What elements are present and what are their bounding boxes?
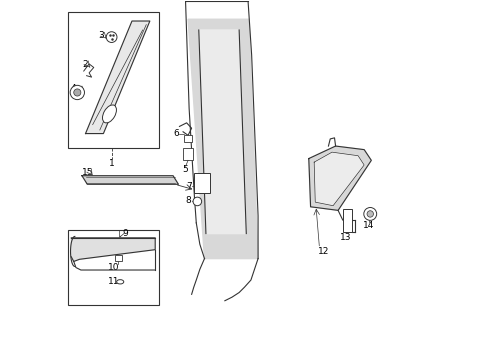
Bar bbox=[67, 230, 159, 305]
Polygon shape bbox=[71, 238, 155, 261]
Bar bbox=[115, 255, 122, 261]
Text: 7: 7 bbox=[186, 182, 192, 191]
Circle shape bbox=[74, 89, 81, 96]
Bar bbox=[193, 173, 209, 193]
Polygon shape bbox=[82, 176, 178, 184]
Bar bbox=[183, 148, 193, 160]
Text: 10: 10 bbox=[108, 263, 120, 272]
Ellipse shape bbox=[116, 280, 123, 284]
Text: 12: 12 bbox=[318, 247, 329, 256]
Text: 14: 14 bbox=[363, 221, 374, 230]
Polygon shape bbox=[85, 21, 149, 134]
Circle shape bbox=[106, 32, 117, 42]
Polygon shape bbox=[313, 152, 364, 206]
Bar bbox=[342, 208, 351, 232]
Text: 11: 11 bbox=[108, 277, 120, 286]
Text: 8: 8 bbox=[185, 196, 190, 205]
Text: 13: 13 bbox=[339, 233, 350, 242]
Polygon shape bbox=[188, 19, 258, 258]
Circle shape bbox=[70, 85, 84, 100]
Text: 2: 2 bbox=[82, 60, 88, 69]
Text: 5: 5 bbox=[183, 166, 188, 175]
Bar bbox=[67, 12, 159, 148]
Bar bbox=[183, 135, 191, 143]
Text: 6: 6 bbox=[173, 129, 179, 138]
Polygon shape bbox=[308, 146, 370, 210]
Ellipse shape bbox=[102, 105, 116, 123]
Text: 1: 1 bbox=[109, 159, 115, 168]
Text: 3: 3 bbox=[98, 31, 103, 40]
Circle shape bbox=[363, 207, 376, 220]
Circle shape bbox=[193, 197, 201, 206]
Text: 9: 9 bbox=[122, 229, 127, 238]
Polygon shape bbox=[198, 30, 246, 234]
Text: 15: 15 bbox=[81, 168, 93, 177]
Circle shape bbox=[366, 211, 373, 217]
Text: 4: 4 bbox=[71, 84, 77, 93]
